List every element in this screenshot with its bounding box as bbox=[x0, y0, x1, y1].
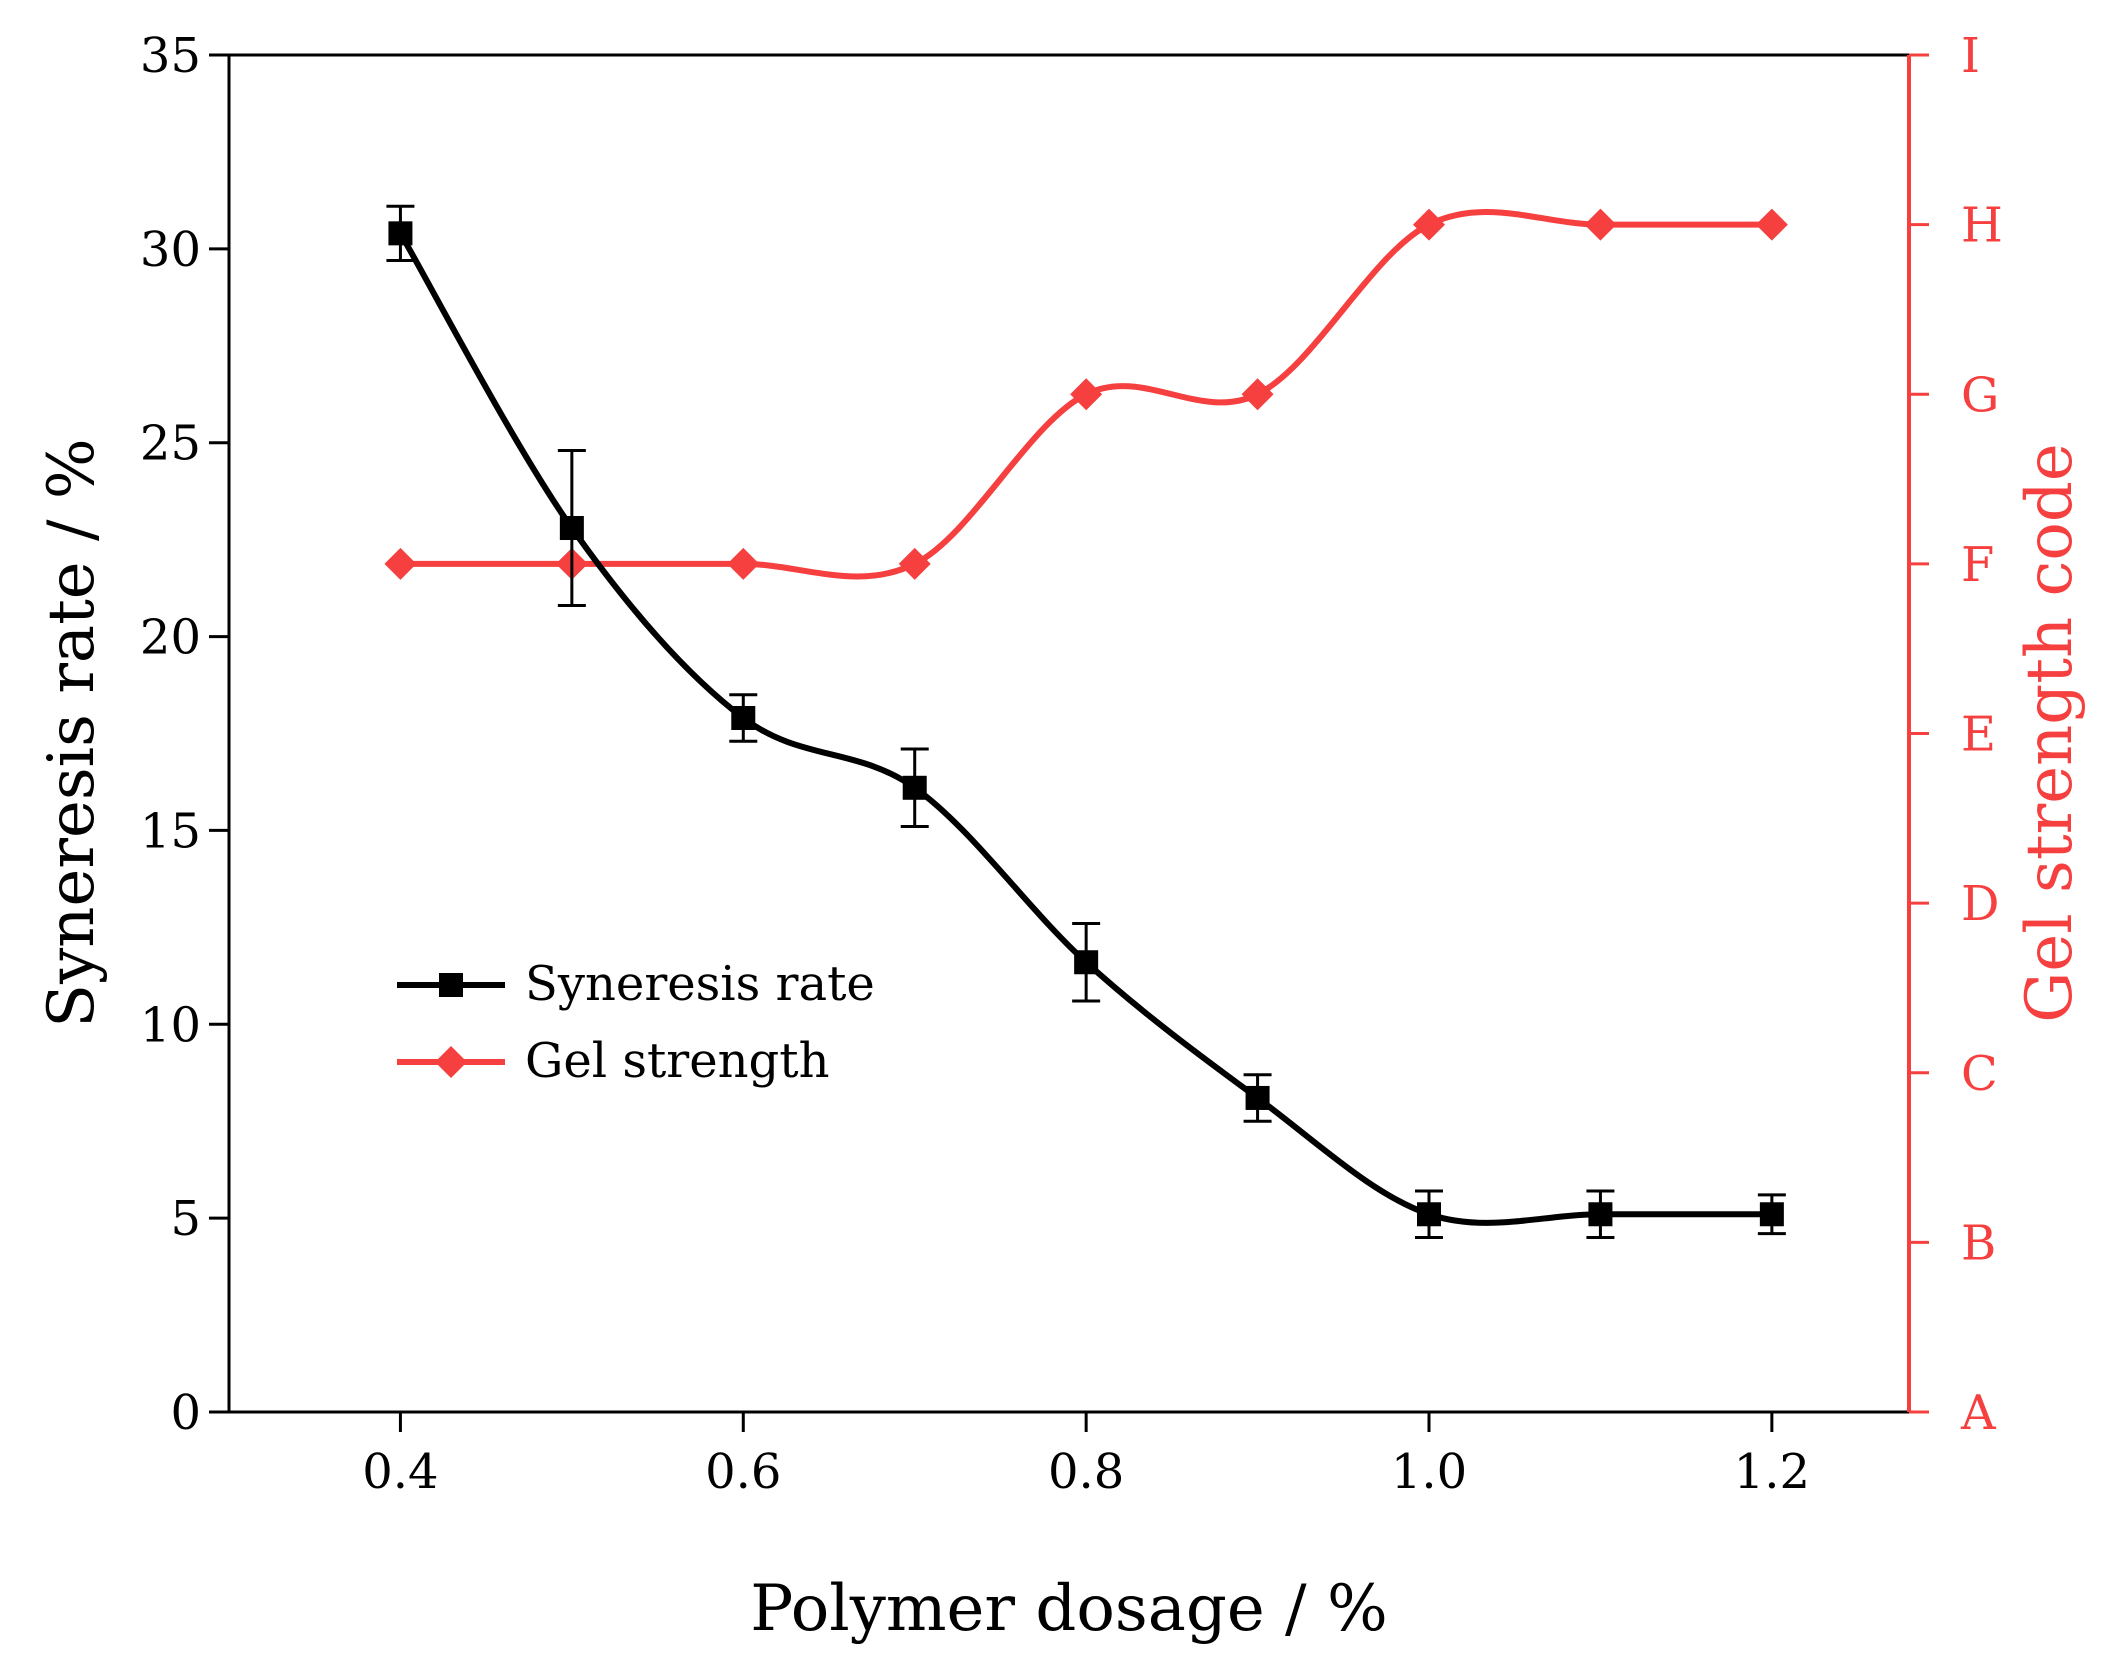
plot-area bbox=[227, 53, 1911, 1414]
gel-strength-point bbox=[1070, 378, 1103, 411]
legend-label-gel-strength: Gel strength bbox=[525, 1033, 829, 1089]
syneresis-rate-point bbox=[731, 705, 756, 730]
x-axis: 0.4 0.6 0.8 1.0 1.2 bbox=[362, 1412, 1810, 1500]
y-axis-left: 0 5 10 15 20 25 30 35 bbox=[140, 28, 229, 1441]
y-tick-label: 25 bbox=[140, 416, 201, 472]
legend: Syneresis rate Gel strength bbox=[397, 956, 875, 1089]
y-tick-label: 10 bbox=[140, 997, 201, 1053]
x-tick-label: 1.0 bbox=[1391, 1444, 1467, 1500]
legend-label-syneresis-rate: Syneresis rate bbox=[525, 956, 875, 1012]
gel-strength-point bbox=[1755, 208, 1788, 241]
y-tick-label: 15 bbox=[140, 803, 201, 859]
syneresis-rate-point bbox=[1245, 1085, 1270, 1110]
y2-tick-label: G bbox=[1961, 367, 1999, 423]
y2-tick-label: H bbox=[1961, 198, 2003, 254]
gel-strength-point bbox=[1413, 208, 1445, 241]
y-tick-label: 0 bbox=[170, 1385, 201, 1441]
gel-strength-point bbox=[1584, 208, 1617, 241]
y-axis-right: A B C D E F G H I bbox=[1909, 28, 2003, 1441]
x-tick-label: 0.8 bbox=[1048, 1444, 1124, 1500]
x-tick-label: 0.4 bbox=[362, 1444, 438, 1500]
y2-tick-label: E bbox=[1961, 707, 1996, 763]
x-tick-label: 1.2 bbox=[1734, 1444, 1810, 1500]
y-tick-label: 20 bbox=[140, 610, 201, 666]
legend-item-syneresis-rate: Syneresis rate bbox=[397, 956, 875, 1012]
syneresis-rate-point bbox=[1417, 1202, 1441, 1227]
x-tick-label: 0.6 bbox=[705, 1444, 781, 1500]
gel-strength-point bbox=[727, 547, 760, 580]
syneresis-rate-point bbox=[1074, 950, 1099, 975]
series-layer bbox=[384, 204, 1788, 1240]
y-tick-label: 5 bbox=[170, 1191, 201, 1247]
y-axis-title: Syneresis rate / % bbox=[35, 438, 109, 1027]
legend-item-gel-strength: Gel strength bbox=[397, 1033, 829, 1089]
legend-square-marker bbox=[439, 973, 463, 997]
legend-diamond-marker bbox=[435, 1046, 467, 1078]
syneresis-rate-point bbox=[559, 516, 584, 541]
syneresis-rate-line bbox=[397, 231, 1772, 1226]
y2-tick-label: C bbox=[1961, 1046, 1998, 1102]
y2-tick-label: I bbox=[1961, 28, 1980, 84]
syneresis-rate-point bbox=[388, 221, 413, 246]
x-axis-title: Polymer dosage / % bbox=[750, 1572, 1388, 1646]
y2-axis-title: Gel strength code bbox=[2013, 443, 2087, 1023]
syneresis-rate-point bbox=[902, 775, 927, 800]
y2-tick-label: F bbox=[1961, 537, 1994, 593]
y2-tick-label: A bbox=[1960, 1385, 1997, 1441]
gel-strength-point bbox=[1241, 378, 1274, 411]
y2-tick-label: D bbox=[1961, 876, 1999, 932]
syneresis-rate-point bbox=[1588, 1202, 1613, 1227]
gel-strength-point bbox=[898, 547, 931, 580]
y2-tick-label: B bbox=[1961, 1215, 1996, 1271]
y-tick-label: 30 bbox=[140, 222, 201, 278]
syneresis-rate-point bbox=[1759, 1202, 1784, 1227]
gel-strength-point bbox=[384, 547, 417, 580]
y-tick-label: 35 bbox=[140, 28, 201, 84]
